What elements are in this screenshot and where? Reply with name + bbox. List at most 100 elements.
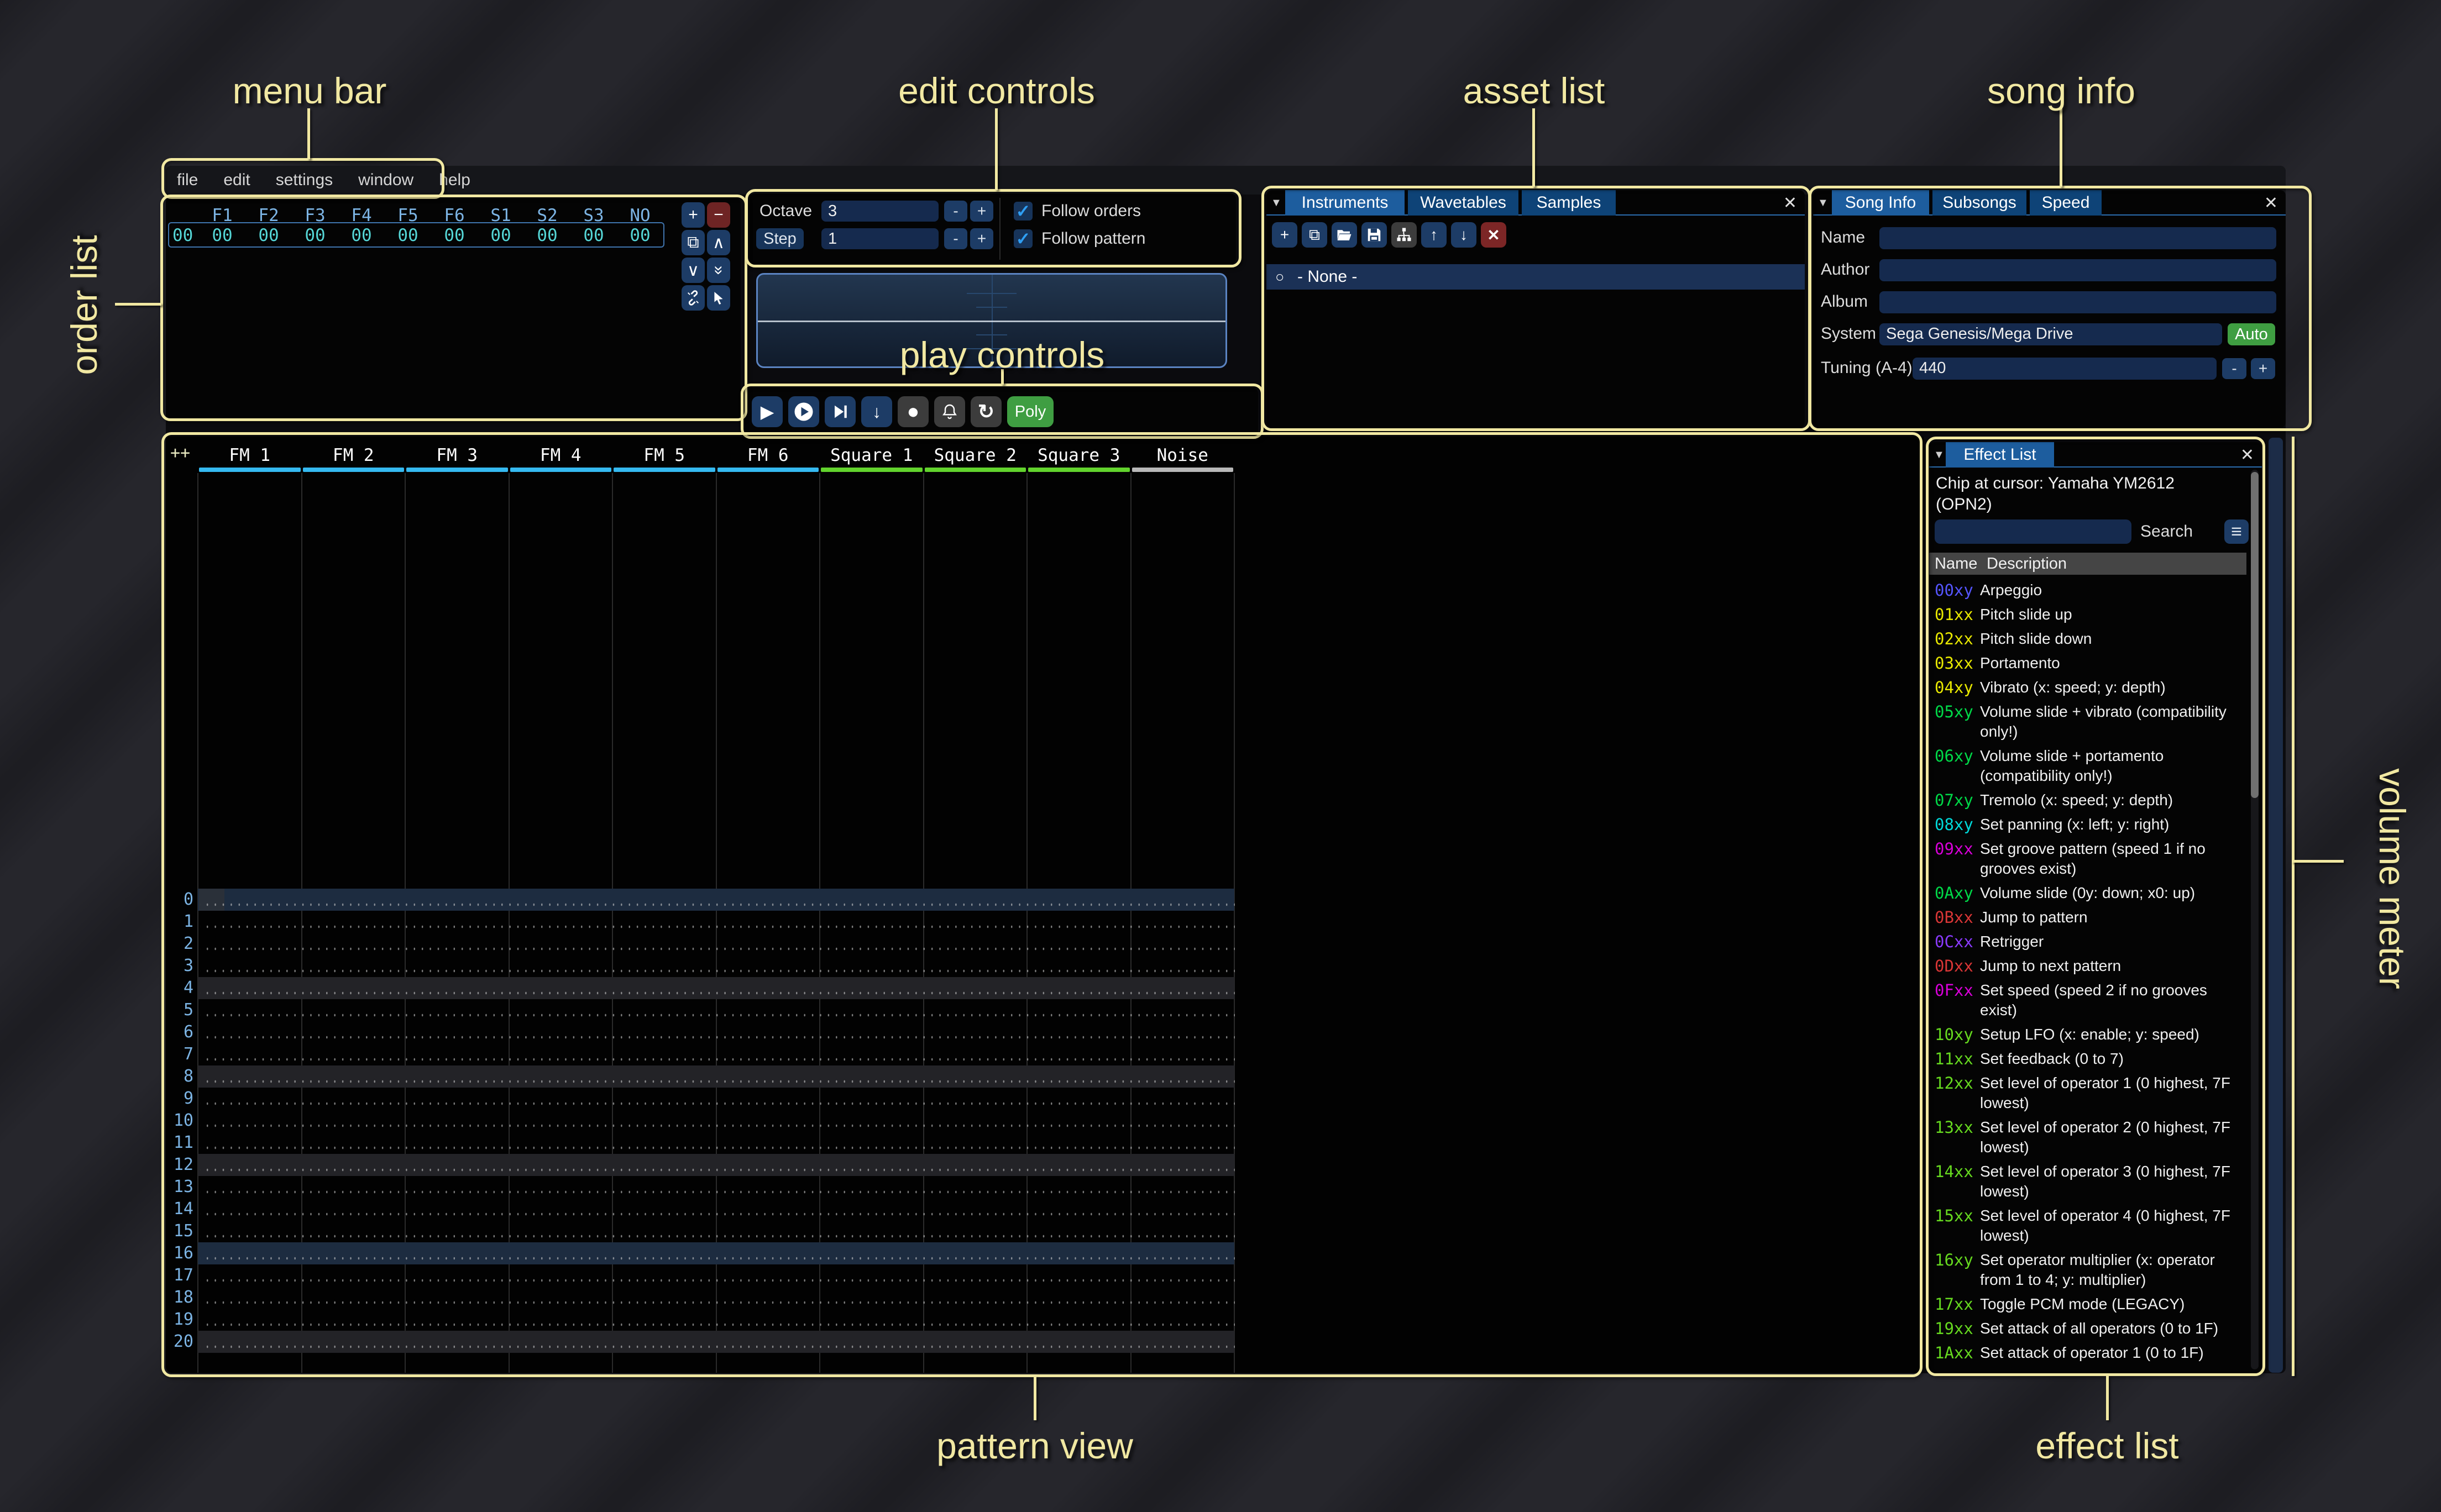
instrument-delete-button[interactable]: ✕ [1481, 222, 1506, 248]
menu-item-settings[interactable]: settings [275, 171, 333, 189]
instrument-save-button[interactable] [1361, 222, 1387, 248]
pattern-row-cells[interactable] [200, 1309, 1235, 1331]
scrollbar-thumb[interactable] [2251, 472, 2259, 798]
follow-orders-checkbox[interactable]: ✓ [1014, 201, 1033, 221]
tab-effect-list[interactable]: Effect List [1946, 442, 2054, 468]
collapse-icon[interactable]: ▼ [1271, 197, 1282, 209]
order-cell[interactable]: 00 [490, 225, 511, 245]
order-cell[interactable]: 00 [397, 225, 418, 245]
tab-subsongs[interactable]: Subsongs [1932, 190, 2026, 216]
effect-row[interactable]: 11xx Set feedback (0 to 7) [1929, 1047, 2250, 1071]
pattern-row[interactable]: 20 [166, 1331, 1924, 1353]
order-cell[interactable]: 00 [444, 225, 465, 245]
pattern-row[interactable]: 10 [166, 1110, 1924, 1132]
pattern-row-cells[interactable] [200, 1088, 1235, 1110]
octave-plus-button[interactable]: + [970, 201, 993, 222]
order-move-down-button[interactable]: ∨ [682, 258, 705, 283]
effect-row[interactable]: 08xy Set panning (x: left; y: right) [1929, 812, 2250, 837]
tab-samples[interactable]: Samples [1522, 190, 1616, 216]
effect-row[interactable]: 00xy Arpeggio [1929, 578, 2250, 602]
effect-row[interactable]: 03xx Portamento [1929, 651, 2250, 675]
effect-row[interactable]: 09xx Set groove pattern (speed 1 if no gr… [1929, 837, 2250, 881]
pattern-row[interactable]: 12 [166, 1154, 1924, 1176]
order-cell[interactable]: 00 [351, 225, 372, 245]
system-input[interactable]: Sega Genesis/Mega Drive [1879, 323, 2222, 345]
pattern-row-cells[interactable] [200, 1264, 1235, 1287]
tab-speed[interactable]: Speed [2030, 190, 2102, 216]
order-cell[interactable]: 00 [258, 225, 279, 245]
step-minus-button[interactable]: - [944, 228, 967, 249]
pattern-row[interactable]: 4 [166, 977, 1924, 999]
effect-row[interactable]: 15xx Set level of operator 4 (0 highest, … [1929, 1204, 2250, 1248]
effect-row[interactable]: 12xx Set level of operator 1 (0 highest, … [1929, 1071, 2250, 1115]
tab-wavetables[interactable]: Wavetables [1408, 190, 1518, 216]
menu-item-window[interactable]: window [358, 171, 414, 189]
pattern-row[interactable]: 15 [166, 1220, 1924, 1242]
effect-row[interactable]: 16xy Set operator multiplier (x: operator… [1929, 1248, 2250, 1292]
step-plus-button[interactable]: + [970, 228, 993, 249]
channel-header-fm-4[interactable]: FM 4 [539, 445, 582, 465]
pattern-row-cells[interactable] [200, 977, 1235, 999]
album-input[interactable] [1879, 291, 2276, 313]
pattern-row[interactable]: 8 [166, 1065, 1924, 1088]
order-edit-mode-button[interactable] [707, 285, 730, 311]
step-button[interactable]: Step [756, 228, 804, 249]
tuning-input[interactable]: 440 [1913, 358, 2217, 380]
order-cell[interactable]: 00 [630, 225, 651, 245]
effect-row[interactable]: 14xx Set level of operator 3 (0 highest, … [1929, 1159, 2250, 1204]
order-move-up-button[interactable]: ∧ [707, 230, 730, 255]
close-icon[interactable]: ✕ [1783, 194, 1797, 212]
pattern-row[interactable]: 0 [166, 889, 1924, 911]
effect-search-input[interactable] [1935, 519, 2131, 544]
pattern-row-cells[interactable] [200, 1176, 1235, 1198]
play-pattern-button[interactable] [788, 396, 819, 427]
channel-header-fm-6[interactable]: FM 6 [747, 445, 789, 465]
play-from-cursor-button[interactable] [825, 396, 856, 427]
pattern-row-cells[interactable] [200, 933, 1235, 955]
poly-button[interactable]: Poly [1007, 396, 1054, 427]
pattern-row[interactable]: 19 [166, 1309, 1924, 1331]
pattern-row[interactable]: 2 [166, 933, 1924, 955]
channel-header-fm-3[interactable]: FM 3 [436, 445, 478, 465]
tuning-minus-button[interactable]: - [2222, 358, 2246, 379]
effect-row[interactable]: 13xx Set level of operator 2 (0 highest, … [1929, 1115, 2250, 1159]
order-cell[interactable]: 00 [212, 225, 233, 245]
follow-pattern-checkbox[interactable]: ✓ [1014, 229, 1033, 249]
instrument-tree-view-button[interactable] [1391, 222, 1417, 248]
pattern-row-cells[interactable] [200, 1220, 1235, 1242]
auto-system-button[interactable]: Auto [2228, 323, 2275, 345]
pattern-row[interactable]: 11 [166, 1132, 1924, 1154]
order-cell[interactable]: 00 [583, 225, 604, 245]
menu-item-edit[interactable]: edit [223, 171, 250, 189]
effect-row[interactable]: 0Cxx Retrigger [1929, 930, 2250, 954]
pattern-row-cells[interactable] [200, 999, 1235, 1021]
effect-row[interactable]: 17xx Toggle PCM mode (LEGACY) [1929, 1292, 2250, 1316]
pattern-row[interactable]: 1 [166, 911, 1924, 933]
effect-row[interactable]: 0Dxx Jump to next pattern [1929, 954, 2250, 978]
effect-row[interactable]: 06xy Volume slide + portamento (compatibi… [1929, 744, 2250, 788]
effect-row[interactable]: 1Axx Set attack of operator 1 (0 to 1F) [1929, 1341, 2250, 1365]
pattern-row-cells[interactable] [200, 955, 1235, 977]
pattern-row-cells[interactable] [200, 1287, 1235, 1309]
pattern-row[interactable]: 16 [166, 1242, 1924, 1264]
order-row[interactable]: 00 00 00 00 00 00 00 00 00 00 00 [168, 222, 664, 248]
pattern-row[interactable]: 7 [166, 1043, 1924, 1065]
instrument-move-down-button[interactable]: ↓ [1451, 222, 1476, 248]
pattern-view[interactable]: ++ FM 1 FM 2 FM 3 FM 4 FM 5 FM 6 Square 1 Squar… [166, 437, 1924, 1373]
pattern-row-cells[interactable] [200, 1242, 1235, 1264]
pattern-row-cells[interactable] [200, 911, 1235, 933]
effect-list-menu-button[interactable]: ≡ [2224, 519, 2249, 544]
pattern-row-cells[interactable] [200, 1110, 1235, 1132]
channel-header-square-3[interactable]: Square 3 [1038, 445, 1120, 465]
pattern-row[interactable]: 14 [166, 1198, 1924, 1220]
step-input[interactable]: 1 [821, 228, 939, 249]
close-icon[interactable]: ✕ [2264, 194, 2278, 212]
pattern-row-cells[interactable] [200, 1331, 1235, 1353]
pattern-row-cells[interactable] [200, 1198, 1235, 1220]
author-input[interactable] [1879, 259, 2276, 281]
instrument-add-button[interactable]: + [1272, 222, 1297, 248]
effect-row[interactable]: 0Bxx Jump to pattern [1929, 905, 2250, 930]
effect-row[interactable]: 0Fxx Set speed (speed 2 if no grooves exi… [1929, 978, 2250, 1022]
instrument-move-up-button[interactable]: ↑ [1421, 222, 1447, 248]
step-row-button[interactable]: ↓ [861, 396, 892, 427]
